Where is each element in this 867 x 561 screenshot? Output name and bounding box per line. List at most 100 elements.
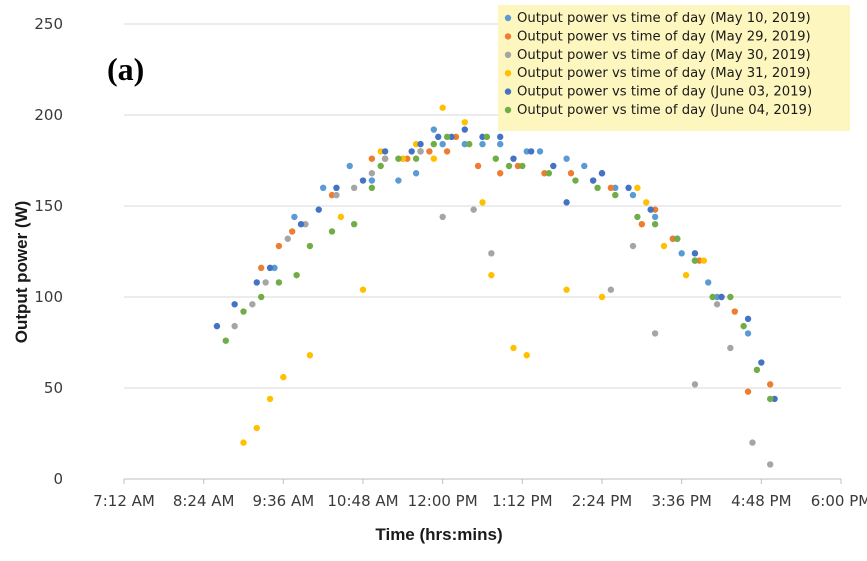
data-point (275, 242, 283, 250)
data-point (691, 257, 699, 264)
legend-box (498, 5, 850, 131)
data-point (519, 162, 526, 170)
data-point (359, 177, 367, 184)
data-point (541, 170, 548, 177)
data-point (523, 148, 530, 155)
x-tick-labels: 7:12 AM 8:24 AM 9:36 AM 10:48 AM 12:00 PM 1:1… (93, 492, 867, 510)
data-point (368, 177, 376, 184)
x-tick-label-9: 6:00 PM (811, 492, 867, 510)
data-point (395, 155, 402, 162)
data-point (713, 301, 721, 308)
data-point (607, 184, 615, 191)
legend-marker-1 (504, 14, 512, 22)
data-point (669, 235, 677, 242)
data-point (328, 191, 336, 199)
data-point (408, 148, 415, 155)
data-point (412, 140, 420, 148)
data-point (231, 322, 238, 330)
data-point (731, 308, 738, 315)
data-point (333, 191, 340, 199)
legend-entry-2: Output power vs time of day (May 29, 201… (517, 29, 811, 44)
data-point (280, 373, 287, 381)
data-point (713, 293, 721, 301)
data-point (368, 170, 376, 177)
data-point (488, 271, 495, 279)
data-point (231, 301, 238, 308)
x-tick-label-1: 8:24 AM (173, 492, 235, 510)
data-point (691, 381, 699, 388)
data-point (545, 170, 553, 177)
x-axis-title: Time (hrs:mins) (375, 525, 502, 544)
series-3 (231, 148, 774, 468)
data-point (651, 213, 659, 221)
data-point (563, 286, 570, 293)
data-point (505, 162, 513, 170)
data-point (319, 184, 327, 191)
data-point (461, 119, 468, 126)
data-point (527, 148, 535, 155)
y-tick-label-150: 150 (34, 197, 63, 215)
x-tick-label-0: 7:12 AM (93, 492, 155, 510)
data-points (213, 104, 778, 468)
data-point (253, 279, 260, 286)
data-point (350, 221, 358, 228)
data-point (766, 461, 774, 468)
data-point (740, 322, 747, 330)
data-point (705, 279, 712, 286)
data-point (417, 148, 424, 155)
y-tick-label-200: 200 (34, 106, 63, 124)
y-tick-label-100: 100 (34, 288, 63, 306)
legend-entry-5: Output power vs time of day (June 03, 20… (517, 85, 812, 100)
data-point (240, 439, 247, 446)
data-point (643, 199, 650, 206)
data-point (727, 344, 734, 352)
data-point (651, 221, 659, 228)
data-point (674, 235, 681, 242)
data-point (550, 162, 557, 170)
data-point (306, 242, 314, 250)
data-point (284, 235, 291, 242)
data-point (288, 228, 296, 235)
data-point (240, 308, 247, 315)
data-point (589, 177, 597, 184)
data-point (346, 162, 353, 170)
data-point (466, 140, 473, 148)
axes (123, 478, 842, 484)
data-point (435, 133, 442, 141)
data-point (581, 162, 588, 170)
data-point (474, 162, 482, 170)
data-point (258, 264, 265, 272)
data-point (718, 293, 725, 301)
data-point (262, 279, 269, 286)
series-5 (213, 126, 778, 403)
legend-entry-6: Output power vs time of day (June 04, 20… (517, 103, 812, 118)
data-point (249, 301, 256, 308)
data-point (448, 133, 455, 141)
legend-marker-6 (504, 106, 512, 114)
data-point (417, 140, 424, 148)
data-point (727, 293, 734, 301)
data-point (328, 228, 336, 235)
data-point (572, 177, 579, 184)
data-point (275, 279, 283, 286)
y-tick-label-250: 250 (34, 15, 63, 33)
y-tick-label-0: 0 (53, 470, 63, 488)
data-point (430, 126, 438, 133)
x-tick-label-8: 4:48 PM (731, 492, 791, 510)
data-point (629, 242, 637, 250)
legend-marker-5 (504, 88, 512, 95)
data-point (271, 264, 278, 272)
data-point (523, 352, 530, 359)
data-point (395, 177, 402, 184)
data-point (381, 148, 389, 155)
data-point (753, 366, 761, 373)
data-point (634, 184, 641, 191)
data-point (563, 199, 570, 206)
data-point (297, 221, 305, 228)
data-point (333, 184, 340, 191)
data-point (766, 381, 774, 388)
data-point (510, 155, 517, 162)
data-point (368, 155, 376, 162)
data-point (430, 155, 438, 162)
data-point (412, 155, 420, 162)
